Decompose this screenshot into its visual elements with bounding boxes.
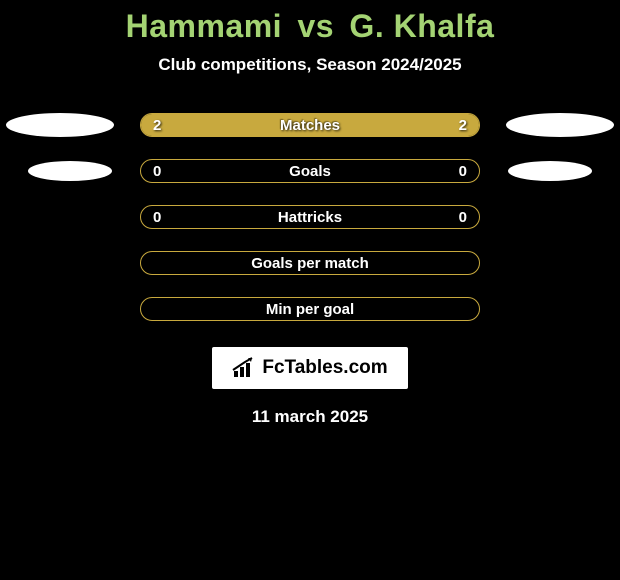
date-text: 11 march 2025 bbox=[0, 407, 620, 427]
stat-label: Min per goal bbox=[141, 298, 479, 321]
stat-label: Matches bbox=[141, 114, 479, 137]
stat-row: Min per goal bbox=[0, 287, 620, 333]
brand-inner: FcTables.com bbox=[232, 357, 387, 379]
player2-marker bbox=[506, 113, 614, 137]
stat-row: 22Matches bbox=[0, 103, 620, 149]
stat-bar: 00Goals bbox=[140, 159, 480, 183]
stat-rows: 22Matches 00Goals 00Hattricks Goals per mat… bbox=[0, 103, 620, 333]
stat-row: Goals per match bbox=[0, 241, 620, 287]
comparison-card: Hammami vs G. Khalfa Club competitions, … bbox=[0, 0, 620, 427]
stat-label: Goals per match bbox=[141, 252, 479, 275]
stat-row: 00Hattricks bbox=[0, 195, 620, 241]
player1-marker bbox=[28, 161, 112, 181]
player1-marker bbox=[6, 113, 114, 137]
stat-label: Goals bbox=[141, 160, 479, 183]
stat-row: 00Goals bbox=[0, 149, 620, 195]
page-title: Hammami vs G. Khalfa bbox=[0, 8, 620, 45]
vs-separator: vs bbox=[297, 8, 334, 44]
player2-marker bbox=[508, 161, 592, 181]
brand-box: FcTables.com bbox=[212, 347, 407, 389]
player2-name: G. Khalfa bbox=[349, 8, 494, 44]
bar-chart-icon bbox=[232, 357, 256, 379]
stat-bar: 22Matches bbox=[140, 113, 480, 137]
stat-bar: Min per goal bbox=[140, 297, 480, 321]
stat-bar: Goals per match bbox=[140, 251, 480, 275]
player1-name: Hammami bbox=[126, 8, 282, 44]
stat-label: Hattricks bbox=[141, 206, 479, 229]
brand-text: FcTables.com bbox=[262, 357, 387, 379]
stat-bar: 00Hattricks bbox=[140, 205, 480, 229]
subtitle: Club competitions, Season 2024/2025 bbox=[0, 55, 620, 75]
